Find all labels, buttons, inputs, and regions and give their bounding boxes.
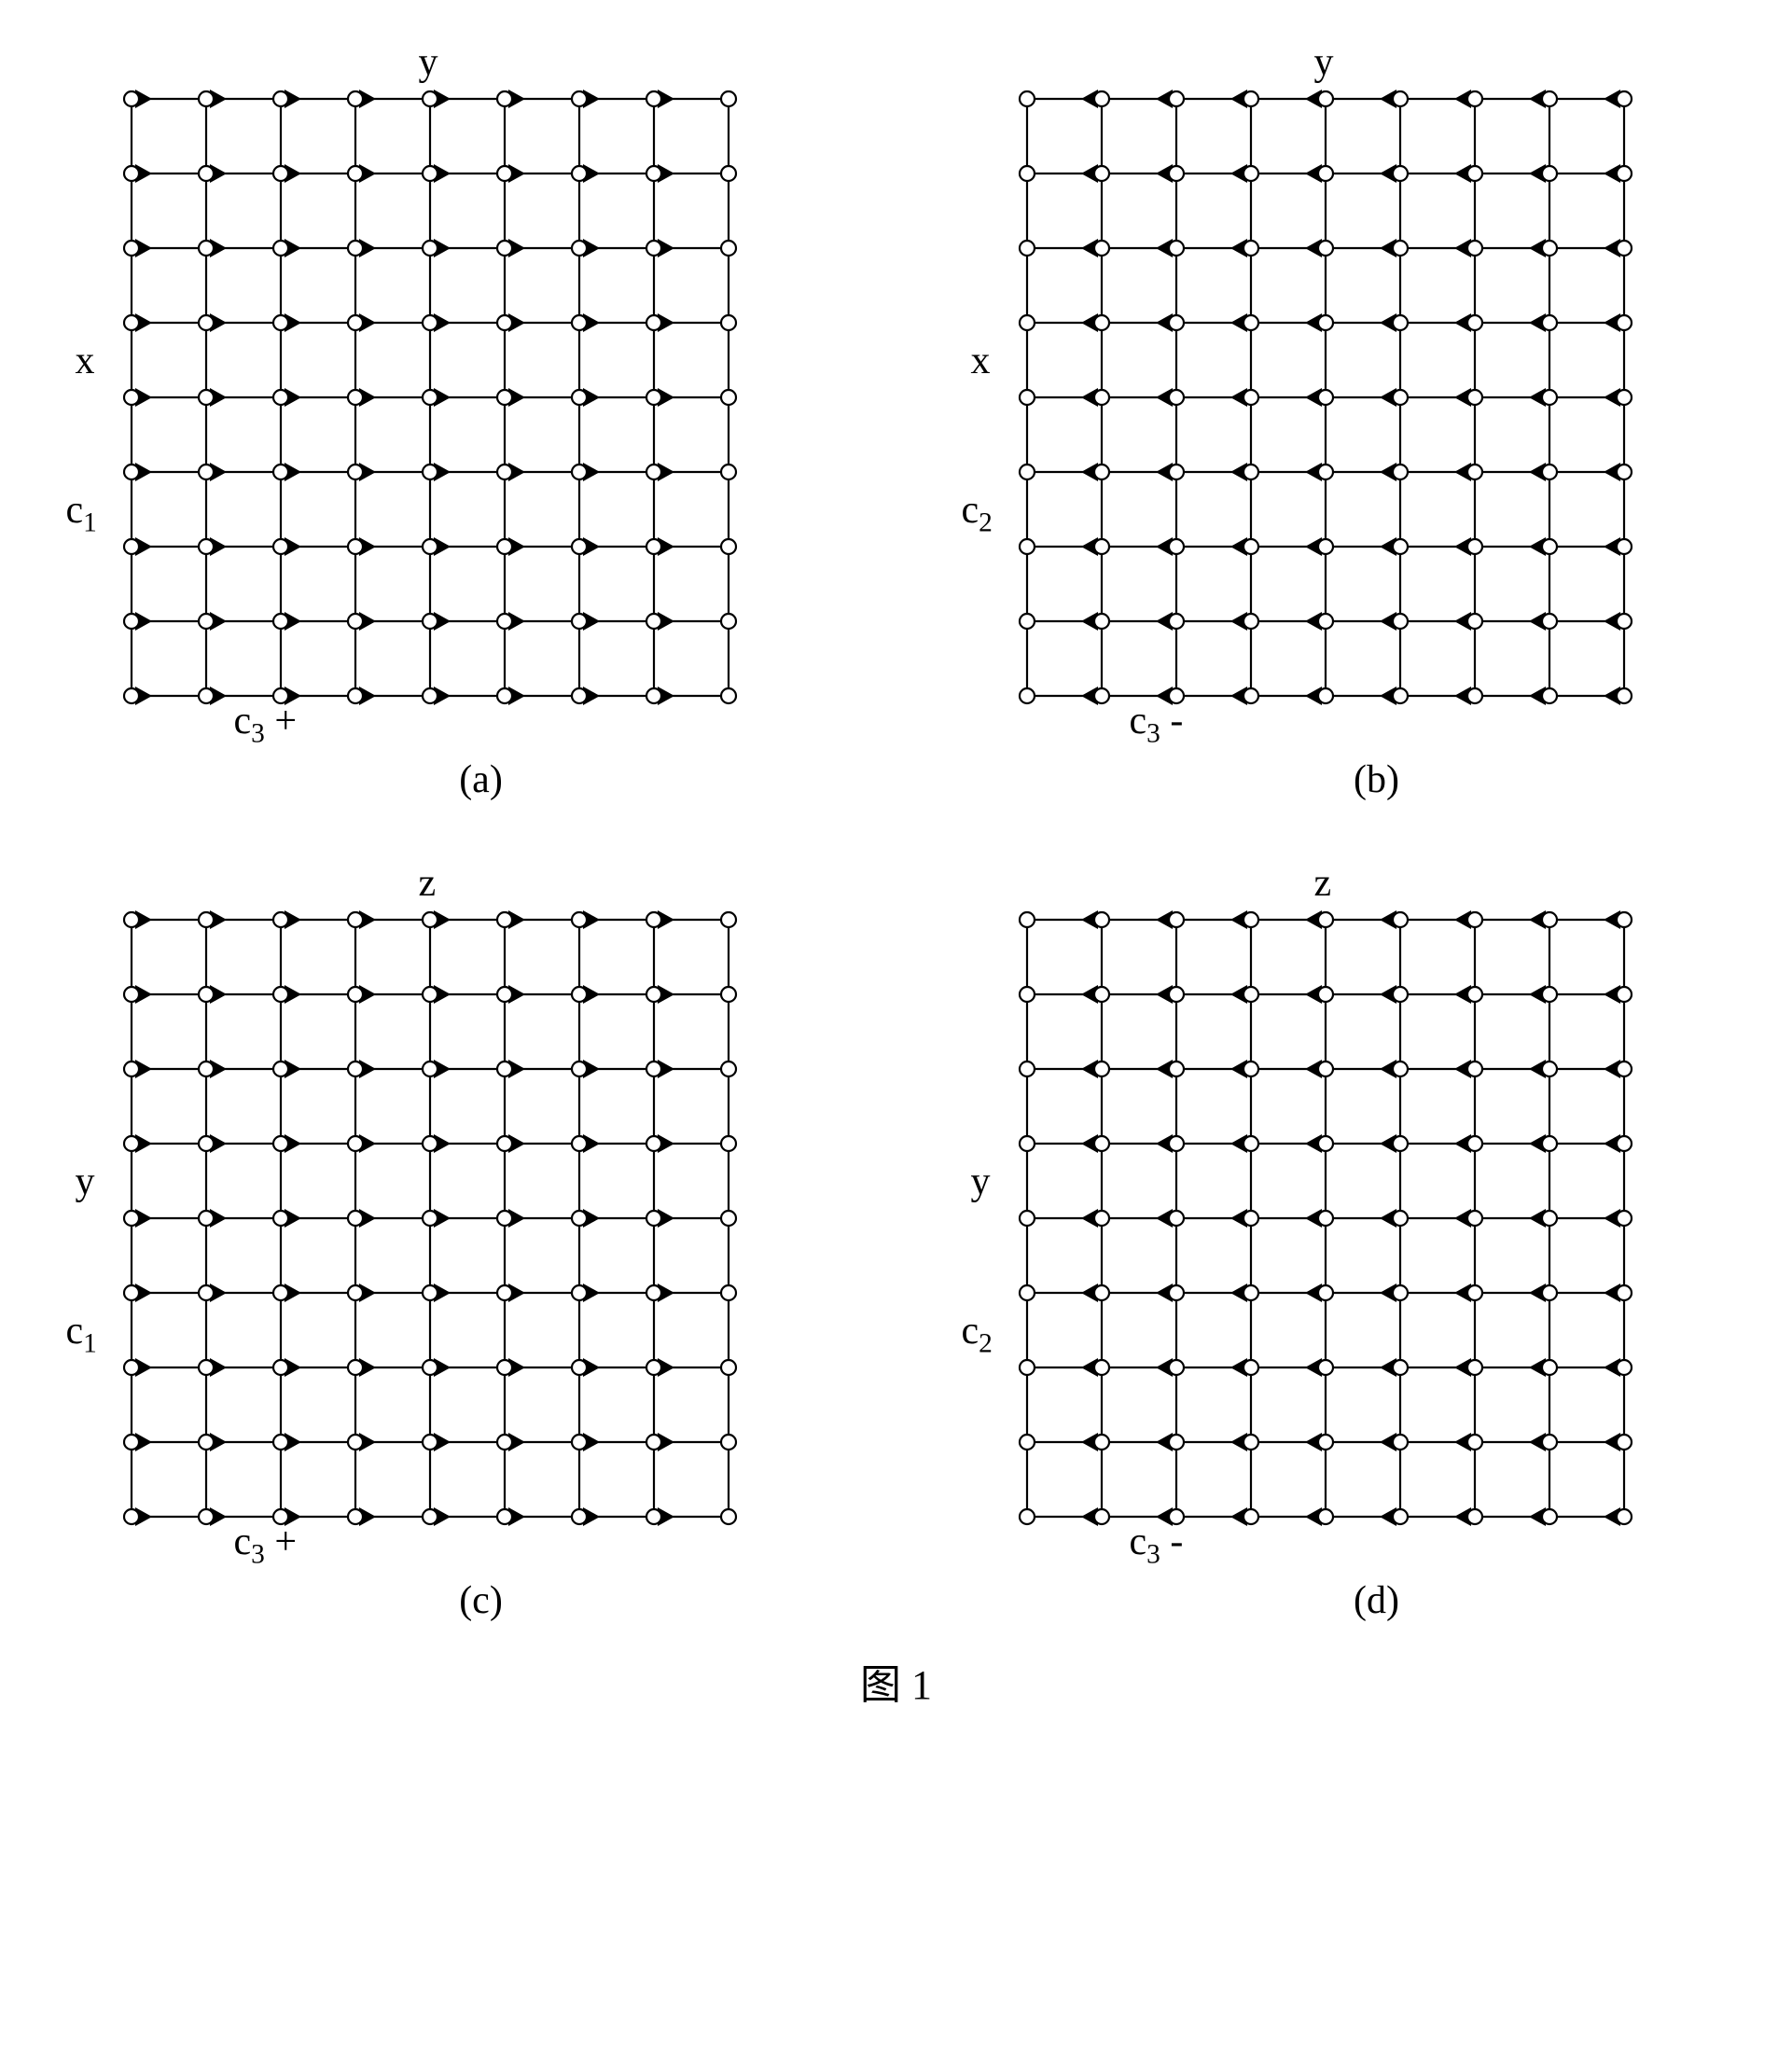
axis-label-top: y	[1314, 43, 1334, 82]
panel-caption: (b)	[1018, 757, 1736, 802]
grid-svg	[1018, 90, 1633, 705]
constant-label-left: c2	[962, 491, 993, 537]
panel-c: z y c1 c3 + (c)	[57, 858, 840, 1623]
figure-grid: y x c1 c3 + (a) y x c2 c3 - (b) z y c1 c3 + (c) z y c2 c3 …	[57, 37, 1736, 1623]
axis-label-left: x	[971, 341, 991, 381]
panel-d: z y c2 c3 - (d)	[952, 858, 1736, 1623]
grid-svg	[122, 910, 738, 1526]
constant-label-bottom: c3 -	[1130, 701, 1184, 748]
constant-label-bottom: c3 +	[234, 1522, 298, 1569]
grid-svg	[122, 90, 738, 705]
axis-label-top: z	[1314, 864, 1332, 903]
constant-label-bottom: c3 +	[234, 701, 298, 748]
axis-label-top: z	[419, 864, 437, 903]
constant-label-left: c1	[66, 1312, 97, 1358]
figure-caption: 图 1	[19, 1651, 1773, 1711]
constant-label-left: c1	[66, 491, 97, 537]
panel-caption: (a)	[122, 757, 840, 802]
grid-svg	[1018, 910, 1633, 1526]
axis-label-left: y	[76, 1162, 95, 1201]
constant-label-bottom: c3 -	[1130, 1522, 1184, 1569]
panel-b: y x c2 c3 - (b)	[952, 37, 1736, 802]
axis-label-left: x	[76, 341, 95, 381]
panel-a: y x c1 c3 + (a)	[57, 37, 840, 802]
axis-label-left: y	[971, 1162, 991, 1201]
axis-label-top: y	[419, 43, 438, 82]
panel-caption: (c)	[122, 1578, 840, 1623]
constant-label-left: c2	[962, 1312, 993, 1358]
panel-caption: (d)	[1018, 1578, 1736, 1623]
